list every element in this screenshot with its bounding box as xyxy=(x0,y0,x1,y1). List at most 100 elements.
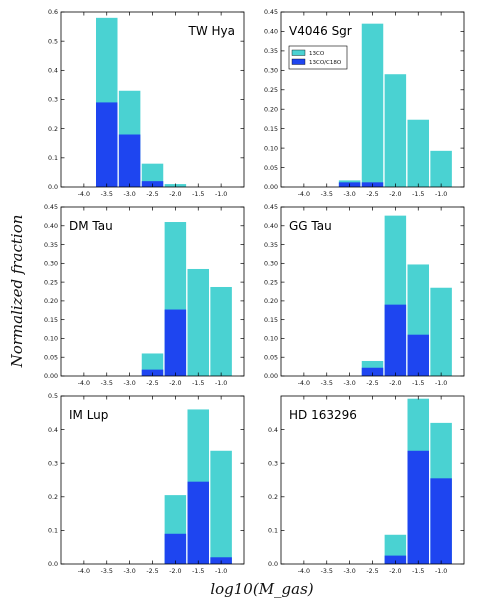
bar-13co-c18o xyxy=(118,134,141,187)
y-tick-label: 0.35 xyxy=(264,48,278,55)
bar-13co xyxy=(141,163,164,187)
y-tick-label: 0.40 xyxy=(44,223,58,230)
panel-dm-tau: 0.00 0.05 0.10 0.15 0.20 0.25 0.30 0.35 0.40 0.45… xyxy=(44,204,245,387)
y-tick-label: 0.5 xyxy=(48,38,58,45)
y-tick-label: 0.3 xyxy=(268,460,278,467)
y-tick-label: 0.0 xyxy=(48,561,58,568)
x-tick-label: -2.0 xyxy=(169,191,181,198)
axes-frame xyxy=(60,11,245,188)
panel-title: IM Lup xyxy=(69,408,108,422)
bar-13co-c18o xyxy=(164,309,187,376)
y-tick-label: 0.45 xyxy=(44,204,58,211)
y-tick-label: 0.40 xyxy=(264,223,278,230)
x-tick-label: -2.0 xyxy=(169,380,181,387)
x-tick-label: -1.0 xyxy=(215,191,227,198)
y-tick-label: 0.1 xyxy=(268,528,278,535)
x-tick-label: -3.5 xyxy=(101,191,113,198)
x-tick-label: -1.5 xyxy=(192,568,204,575)
x-tick-label: -2.5 xyxy=(146,191,158,198)
y-tick-label: 0.15 xyxy=(44,317,58,324)
panel-gg-tau: 0.00 0.05 0.10 0.15 0.20 0.25 0.30 0.35 0.40 0.45… xyxy=(264,204,465,387)
y-tick-label: 0.15 xyxy=(264,126,278,133)
y-tick-label: 0.00 xyxy=(264,184,278,191)
bar-13co xyxy=(407,119,429,187)
x-tick-label: -3.5 xyxy=(321,191,333,198)
x-tick-label: -3.0 xyxy=(123,191,135,198)
y-tick-label: 0.3 xyxy=(48,460,58,467)
y-tick-label: 0.35 xyxy=(264,242,278,249)
y-tick-label: 0.00 xyxy=(44,373,58,380)
y-tick-label: 0.15 xyxy=(264,317,278,324)
x-tick-label: -3.5 xyxy=(101,380,113,387)
x-tick-label: -2.0 xyxy=(389,568,401,575)
y-tick-label: 0.30 xyxy=(44,261,58,268)
bar-13co-c18o xyxy=(96,102,118,187)
y-tick-label: 0.2 xyxy=(48,126,58,133)
y-tick-label: 0.35 xyxy=(44,242,58,249)
x-tick-label: -3.5 xyxy=(321,380,333,387)
legend-label: 13CO xyxy=(309,51,325,57)
x-tick-label: -2.0 xyxy=(389,191,401,198)
x-tick-label: -1.5 xyxy=(192,191,204,198)
x-tick-label: -4.0 xyxy=(78,191,90,198)
x-tick-label: -3.0 xyxy=(123,380,135,387)
x-tick-label: -4.0 xyxy=(298,568,310,575)
bar-13co-c18o xyxy=(407,450,429,564)
bar-13co xyxy=(210,450,232,564)
x-tick-label: -1.5 xyxy=(412,191,424,198)
bar-13co-c18o xyxy=(407,334,429,376)
x-tick-label: -3.0 xyxy=(343,380,355,387)
panel-im-lup: 0.0 0.1 0.2 0.3 0.4 0.5 -4.0 -3.5 -3.0 -2.5 -2.0 -1… xyxy=(48,393,245,575)
y-tick-label: 0.00 xyxy=(264,373,278,380)
x-tick-label: -3.0 xyxy=(123,568,135,575)
bar-13co xyxy=(384,74,407,187)
bar-13co-c18o xyxy=(384,555,407,564)
x-tick-label: -1.0 xyxy=(435,568,447,575)
x-tick-label: -4.0 xyxy=(298,191,310,198)
x-tick-label: -1.0 xyxy=(215,380,227,387)
panel-title: TW Hya xyxy=(188,24,236,38)
x-tick-label: -1.5 xyxy=(412,568,424,575)
panel-title: V4046 Sgr xyxy=(289,24,352,38)
bar-13co xyxy=(361,23,384,188)
x-tick-label: -2.5 xyxy=(366,191,378,198)
y-tick-label: 0.3 xyxy=(48,97,58,104)
panel-hd-163296: 0.0 0.1 0.2 0.3 0.4 -4.0 -3.5 -3.0 -2.5 -2.0 -1.5 -… xyxy=(268,395,465,575)
x-tick-label: -1.0 xyxy=(215,568,227,575)
y-tick-label: 0.20 xyxy=(264,298,278,305)
y-tick-label: 0.5 xyxy=(48,393,58,400)
x-tick-label: -3.5 xyxy=(101,568,113,575)
bar-13co-c18o xyxy=(361,367,384,376)
y-tick-label: 0.0 xyxy=(48,184,58,191)
bar-13co-c18o xyxy=(430,478,452,564)
y-tick-label: 0.1 xyxy=(48,528,58,535)
bar-13co xyxy=(210,286,232,376)
y-tick-label: 0.25 xyxy=(44,279,58,286)
y-tick-label: 0.2 xyxy=(48,494,58,501)
panel-v4046-sgr: 0.00 0.05 0.10 0.15 0.20 0.25 0.30 0.35 0.40 0.45… xyxy=(264,9,465,198)
y-tick-label: 0.4 xyxy=(48,427,58,434)
y-tick-label: 0.0 xyxy=(268,561,278,568)
x-tick-label: -4.0 xyxy=(78,568,90,575)
x-tick-label: -2.0 xyxy=(169,568,181,575)
y-tick-label: 0.1 xyxy=(48,155,58,162)
x-tick-label: -3.5 xyxy=(321,568,333,575)
y-tick-label: 0.05 xyxy=(264,165,278,172)
panel-title: DM Tau xyxy=(69,219,113,233)
y-tick-label: 0.10 xyxy=(264,145,278,152)
y-tick-label: 0.20 xyxy=(44,298,58,305)
x-tick-label: -3.0 xyxy=(343,191,355,198)
y-tick-label: 0.4 xyxy=(268,427,278,434)
x-tick-label: -2.5 xyxy=(146,568,158,575)
legend-label: 13CO/C18O xyxy=(309,60,342,66)
x-tick-label: -2.5 xyxy=(366,568,378,575)
bar-13co-c18o xyxy=(384,304,407,376)
legend-swatch xyxy=(291,58,306,65)
y-tick-label: 0.45 xyxy=(264,9,278,16)
y-tick-label: 0.2 xyxy=(268,494,278,501)
x-tick-label: -4.0 xyxy=(78,380,90,387)
y-tick-label: 0.40 xyxy=(264,29,278,36)
bar-13co xyxy=(430,287,452,376)
y-tick-label: 0.05 xyxy=(44,354,58,361)
y-tick-label: 0.10 xyxy=(44,336,58,343)
